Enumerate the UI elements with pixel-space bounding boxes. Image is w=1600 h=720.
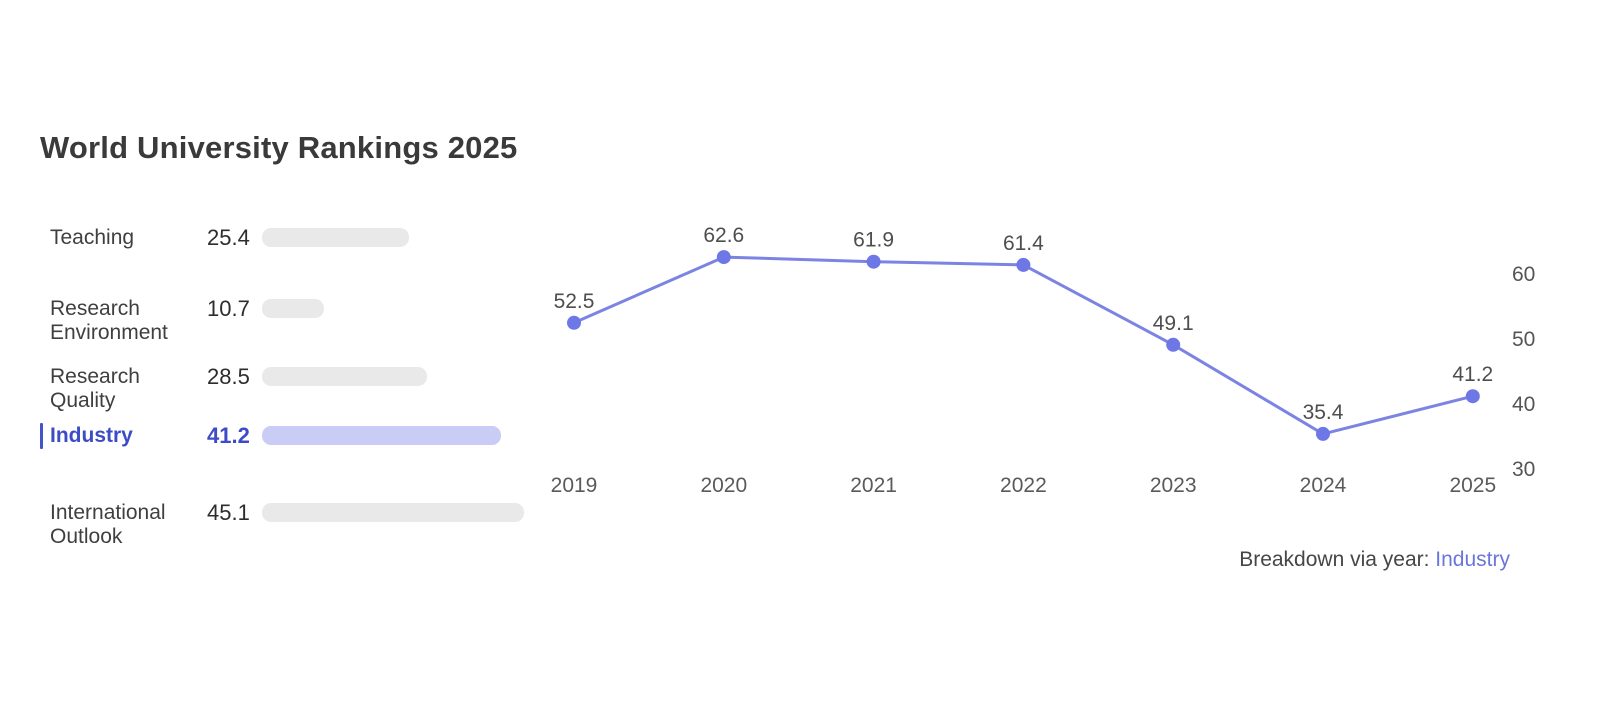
metric-label: Research Environment bbox=[50, 297, 168, 344]
point-label-2023: 49.1 bbox=[1153, 312, 1194, 335]
point-label-2021: 61.9 bbox=[853, 229, 894, 252]
metrics-panel: Teaching 25.4 Research Environment 10.7 Rese… bbox=[0, 0, 540, 720]
metric-label: Research Quality bbox=[50, 365, 140, 412]
x-tick-2024: 2024 bbox=[1300, 474, 1347, 497]
metric-score-bar bbox=[262, 503, 524, 522]
metric-value: 28.5 bbox=[207, 364, 250, 389]
point-label-2019: 52.5 bbox=[554, 290, 595, 313]
x-tick-2023: 2023 bbox=[1150, 474, 1197, 497]
metric-score-bar bbox=[262, 228, 410, 247]
x-tick-2020: 2020 bbox=[700, 474, 747, 497]
metric-row-research-quality[interactable]: Research Quality 28.5 bbox=[40, 364, 428, 413]
x-tick-2021: 2021 bbox=[850, 474, 897, 497]
selected-metric-tick bbox=[40, 365, 50, 389]
selected-metric-tick bbox=[40, 297, 50, 321]
metric-value: 25.4 bbox=[207, 225, 250, 250]
metric-label: Teaching bbox=[50, 226, 135, 249]
x-tick-2025: 2025 bbox=[1449, 474, 1496, 497]
y-tick-40: 40 bbox=[1512, 393, 1535, 416]
metric-score-bar bbox=[262, 367, 428, 386]
trend-line-chart: 60 50 40 30 52.5 2019 62.6 2020 61.9 2021 61.4 2022… bbox=[551, 224, 1536, 497]
metric-row-industry[interactable]: Industry 41.2 bbox=[40, 423, 501, 449]
metric-value: 45.1 bbox=[207, 500, 250, 525]
point-label-2022: 61.4 bbox=[1003, 232, 1044, 255]
metric-score-bar bbox=[262, 426, 501, 445]
y-tick-30: 30 bbox=[1512, 458, 1535, 481]
x-tick-2022: 2022 bbox=[1000, 474, 1047, 497]
y-tick-50: 50 bbox=[1512, 328, 1535, 351]
footer-label: Breakdown via year: bbox=[1239, 548, 1430, 571]
metric-row-international-outlook[interactable]: International Outlook 45.1 bbox=[40, 501, 524, 549]
data-point-2023[interactable] bbox=[1166, 337, 1181, 352]
data-point-2024[interactable] bbox=[1316, 426, 1330, 441]
page-title: World University Rankings 2025 bbox=[40, 130, 518, 165]
data-point-2020[interactable] bbox=[716, 250, 731, 265]
footer-metric-link[interactable]: Industry bbox=[1435, 548, 1510, 571]
point-label-2020: 62.6 bbox=[703, 224, 744, 247]
x-tick-2019: 2019 bbox=[551, 474, 598, 497]
point-label-2025: 41.2 bbox=[1452, 363, 1493, 386]
data-point-2022[interactable] bbox=[1016, 257, 1031, 272]
data-point-2021[interactable] bbox=[866, 254, 881, 269]
metric-label: International Outlook bbox=[50, 501, 166, 548]
metric-value: 10.7 bbox=[207, 296, 250, 321]
point-label-2024: 35.4 bbox=[1303, 401, 1344, 424]
metric-row-research-environment[interactable]: Research Environment 10.7 bbox=[40, 296, 325, 345]
chart-footer: Breakdown via year: Industry bbox=[1239, 548, 1510, 572]
data-point-2019[interactable] bbox=[567, 315, 581, 330]
metric-row-teaching[interactable]: Teaching 25.4 bbox=[40, 225, 410, 250]
selected-metric-tick bbox=[40, 501, 50, 525]
metric-value: 41.2 bbox=[207, 423, 250, 448]
selected-metric-tick bbox=[40, 226, 50, 250]
data-point-2025[interactable] bbox=[1465, 389, 1480, 404]
selected-metric-tick bbox=[40, 423, 50, 449]
metric-score-bar bbox=[262, 299, 325, 318]
y-tick-60: 60 bbox=[1512, 263, 1535, 286]
metric-label: Industry bbox=[50, 424, 133, 447]
